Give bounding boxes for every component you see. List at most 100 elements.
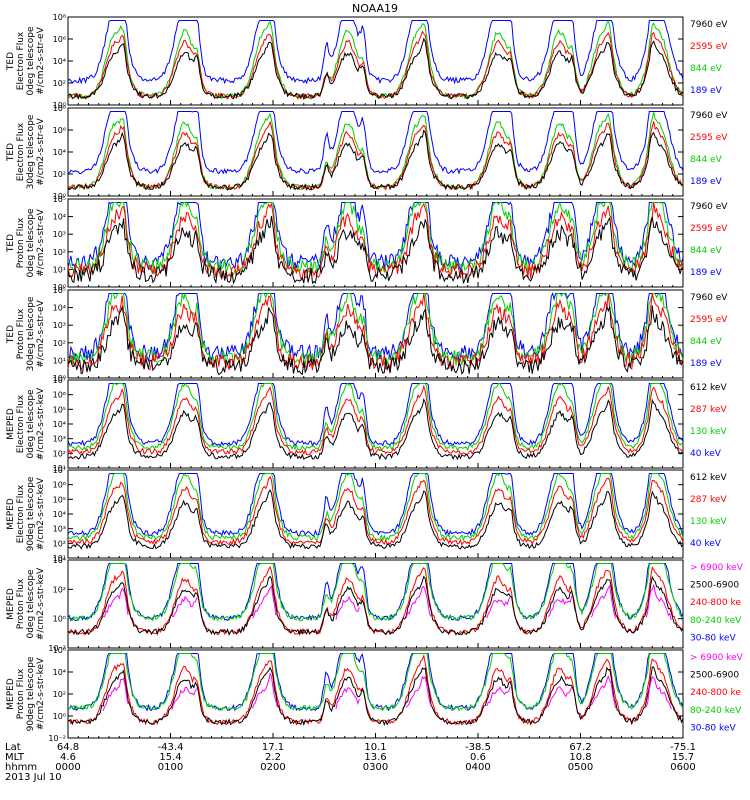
y-tick-label: 10² — [53, 585, 66, 594]
x-tick-label-hhmm: 0500 — [568, 762, 593, 773]
legend-entry: 612 keV — [690, 383, 727, 393]
y-tick-label: 10⁴ — [53, 148, 66, 157]
series-line-magenta — [102, 584, 672, 621]
legend-entry: 7960 eV — [690, 111, 728, 121]
series-line-black — [67, 397, 684, 461]
series-line-black — [67, 488, 684, 550]
series-line-green — [67, 200, 684, 276]
y-axis-label-line: Electron Flux — [16, 394, 26, 453]
x-tick-label-lat: 17.1 — [262, 742, 284, 753]
x-tick-label-mlt: 15.7 — [672, 752, 694, 763]
x-tick-label-mlt: 2.2 — [265, 752, 281, 763]
legend-entry: 40 keV — [690, 449, 722, 459]
legend-entry: 189 eV — [690, 359, 723, 369]
x-tick-label-lat: -38.5 — [465, 742, 491, 753]
series-line-black — [67, 575, 684, 636]
x-row-label-mlt: MLT — [5, 752, 25, 763]
y-tick-label: 10⁶ — [53, 126, 66, 135]
series-line-green — [67, 112, 684, 191]
y-axis-label-line: TED — [6, 143, 16, 162]
x-tick-label-hhmm: 0200 — [260, 762, 285, 773]
y-tick-label: 10⁴ — [53, 213, 66, 222]
y-axis-label-line: 90deg telescope — [26, 476, 36, 551]
y-tick-label: 10² — [53, 170, 66, 179]
y-tick-label: 10² — [53, 539, 66, 548]
y-axis-label-line: #/cm2-s-str-eV — [36, 208, 46, 276]
y-axis-label-line: MEPED — [6, 498, 16, 530]
legend-entry: 30-80 keV — [690, 723, 736, 733]
x-tick-label-mlt: 4.6 — [60, 752, 76, 763]
panel-frame-meped-p-0 — [67, 559, 684, 649]
series-line-black — [67, 666, 684, 726]
y-tick-label: 10⁻² — [48, 644, 66, 653]
y-tick-label: 10⁻² — [48, 734, 66, 743]
y-tick-label: 10⁰ — [53, 712, 66, 721]
y-axis-label-line: #/cm2-s-str-eV — [36, 117, 46, 185]
y-tick-label: 10⁴ — [53, 57, 66, 66]
legend-entry: 7960 eV — [690, 20, 728, 30]
y-tick-label: 10⁸ — [53, 104, 66, 113]
y-tick-label: 10¹ — [53, 265, 66, 274]
y-tick-label: 10⁰ — [53, 374, 66, 383]
panel-frame-meped-p-90 — [67, 649, 684, 739]
x-tick-label-mlt: 10.8 — [569, 752, 591, 763]
legend-entry: 612 keV — [690, 473, 727, 483]
series-line-red — [67, 475, 684, 546]
y-axis-label-line: 0deg telescope — [26, 569, 36, 639]
x-row-label-hhmm: hhmm — [5, 762, 37, 773]
x-row-label-lat: Lat — [5, 742, 21, 753]
legend-entry: 2500-6900 — [690, 581, 739, 591]
y-axis-label-line: TED — [6, 325, 16, 344]
series-line-red — [67, 293, 684, 372]
y-axis-label-line: TED — [6, 52, 16, 71]
x-tick-label-lat: 10.1 — [364, 742, 386, 753]
y-tick-label: 10¹ — [53, 554, 66, 563]
legend-entry: 2595 eV — [690, 133, 728, 143]
y-axis-label-line: MEPED — [6, 678, 16, 710]
y-tick-label: 10³ — [53, 321, 66, 330]
series-line-blue — [67, 383, 684, 448]
legend-entry: 2500-6900 — [690, 671, 739, 681]
series-line-red — [67, 654, 684, 726]
y-axis-label-line: #/cm2-s-str-keV — [36, 567, 46, 640]
x-tick-label-lat: 67.2 — [569, 742, 591, 753]
y-tick-label: 10⁴ — [53, 420, 66, 429]
legend-entry: 2595 eV — [690, 315, 728, 325]
y-axis-label-line: TED — [6, 234, 16, 253]
y-tick-label: 10⁶ — [53, 35, 66, 44]
legend-entry: 189 eV — [690, 177, 723, 187]
y-tick-label: 10⁵ — [53, 495, 66, 504]
series-line-blue — [67, 111, 684, 175]
y-axis-label-line: 30deg telescope — [26, 296, 36, 371]
y-axis-label-line: MEPED — [6, 408, 16, 440]
series-line-green — [67, 20, 684, 100]
y-tick-label: 10¹ — [53, 464, 66, 473]
y-axis-label-line: 30deg telescope — [26, 114, 36, 189]
y-tick-label: 10⁰ — [53, 101, 66, 110]
y-tick-label: 10⁷ — [53, 376, 66, 385]
legend-entry: 40 keV — [690, 539, 722, 549]
series-line-black — [67, 304, 684, 376]
legend-entry: 130 keV — [690, 517, 727, 527]
x-date-label: 2013 Jul 10 — [5, 772, 62, 783]
series-line-green — [67, 653, 684, 712]
y-tick-label: 10⁴ — [53, 668, 66, 677]
series-line-blue — [67, 201, 684, 272]
y-axis-label-line: Proton Flux — [16, 308, 26, 359]
y-tick-label: 10⁷ — [53, 466, 66, 475]
y-axis-label-line: Proton Flux — [16, 578, 26, 629]
y-tick-label: 10³ — [53, 435, 66, 444]
x-tick-label-hhmm: 0300 — [363, 762, 388, 773]
series-line-blue — [67, 473, 684, 538]
y-tick-label: 10² — [53, 79, 66, 88]
legend-entry: 189 eV — [690, 268, 723, 278]
y-axis-label-line: 0deg telescope — [26, 389, 36, 459]
legend-entry: 80-240 keV — [690, 616, 742, 626]
y-axis-label-line: #/cm2-s-str-eV — [36, 299, 46, 367]
legend-entry: 844 eV — [690, 246, 723, 256]
x-tick-label-mlt: 15.4 — [159, 752, 181, 763]
y-tick-label: 10⁵ — [53, 286, 66, 295]
legend-entry: 189 eV — [690, 86, 723, 96]
